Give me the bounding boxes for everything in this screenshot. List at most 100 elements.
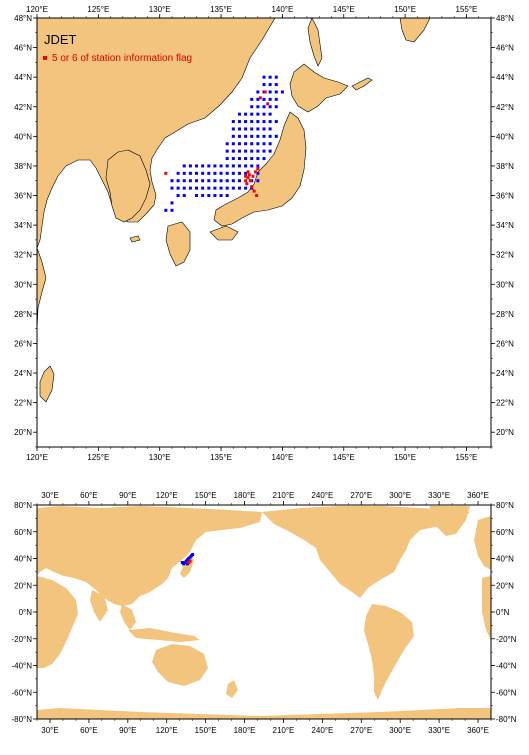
lon-tick-label: 330°E (428, 491, 450, 500)
lon-tick-label: 210°E (273, 726, 295, 735)
station-marker-blue (195, 171, 199, 175)
station-marker-red (258, 96, 262, 100)
lon-tick-label: 60°E (80, 491, 97, 500)
lon-tick-label: 130°E (149, 453, 171, 462)
lon-tick-label: 360°E (467, 491, 489, 500)
hokkaido (289, 63, 349, 113)
lat-tick-label: 46°N (14, 44, 32, 53)
new-zealand (226, 680, 238, 698)
station-marker-blue (207, 179, 211, 183)
station-marker-blue (201, 171, 205, 175)
indonesia (128, 628, 200, 642)
station-marker-blue (244, 120, 248, 124)
station-marker-blue (274, 90, 278, 94)
station-marker-blue (195, 186, 199, 190)
lat-tick-label: 24°N (496, 369, 514, 378)
station-marker-blue (256, 112, 260, 116)
india (90, 590, 108, 622)
station-marker-blue (182, 194, 186, 198)
station-marker-blue (268, 105, 272, 109)
station-marker-red (244, 179, 248, 183)
lat-tick-label: 30°N (14, 280, 32, 289)
lat-tick-label: 44°N (496, 73, 514, 82)
top-map: JDET 5 or 6 of station information flag … (14, 5, 514, 462)
station-marker-red (251, 174, 255, 178)
lat-tick-label: 60°N (496, 528, 514, 537)
station-marker-blue (219, 164, 223, 168)
station-marker-blue (213, 179, 217, 183)
station-marker-red (247, 173, 251, 177)
legend-marker (43, 56, 47, 60)
station-marker-blue (237, 112, 241, 116)
antarctica (37, 708, 491, 719)
station-marker-blue (250, 142, 254, 146)
station-marker-blue (250, 120, 254, 124)
station-marker-red (245, 182, 249, 186)
station-marker-blue (262, 97, 266, 101)
lon-tick-label: 150°E (394, 453, 416, 462)
top-map-frame (36, 17, 492, 448)
station-marker-blue (225, 149, 229, 153)
lat-tick-label: 24°N (14, 369, 32, 378)
lat-tick-label: 20°N (496, 581, 514, 590)
station-marker-blue (256, 179, 260, 183)
station-marker-blue (250, 134, 254, 138)
station-marker-blue (195, 194, 199, 198)
station-marker-blue (176, 179, 180, 183)
station-marker-blue (231, 157, 235, 161)
station-marker-blue (262, 75, 266, 79)
station-marker-blue (262, 105, 266, 109)
station-marker-blue (225, 186, 229, 190)
station-marker-blue (225, 194, 229, 198)
lat-tick-label: 20°N (496, 428, 514, 437)
station-marker-blue (244, 171, 248, 175)
station-marker-red (266, 102, 270, 106)
lat-tick-label: 60°N (14, 528, 32, 537)
greenland (428, 506, 470, 536)
station-marker-blue (231, 134, 235, 138)
lat-tick-label: 34°N (496, 221, 514, 230)
australia (152, 644, 208, 686)
station-marker-blue (256, 90, 260, 94)
legend-label: 5 or 6 of station information flag (52, 53, 192, 64)
lat-tick-label: 36°N (14, 192, 32, 201)
station-marker-blue (188, 171, 192, 175)
bottom-station-markers-red (187, 559, 192, 565)
station-marker-blue (213, 164, 217, 168)
station-marker-blue (250, 105, 254, 109)
station-marker-blue (256, 105, 260, 109)
lat-tick-label: 28°N (496, 310, 514, 319)
station-marker-blue (237, 186, 241, 190)
lat-tick-label: 42°N (14, 103, 32, 112)
lon-tick-label: 145°E (333, 5, 355, 14)
north-america (262, 506, 470, 598)
station-marker-blue (256, 97, 260, 101)
lon-tick-label: 120°E (156, 726, 178, 735)
lat-tick-label: 42°N (496, 103, 514, 112)
station-marker-blue (244, 112, 248, 116)
station-marker-blue (244, 149, 248, 153)
station-marker-blue (274, 97, 278, 101)
station-marker-blue (268, 112, 272, 116)
station-marker-blue (180, 561, 184, 565)
station-marker-blue (237, 142, 241, 146)
station-marker-blue (182, 186, 186, 190)
station-marker-blue (237, 171, 241, 175)
station-marker-blue (201, 164, 205, 168)
lon-tick-label: 210°E (273, 491, 295, 500)
station-marker-blue (268, 142, 272, 146)
lon-tick-label: 90°E (119, 491, 136, 500)
station-marker-blue (207, 164, 211, 168)
lat-tick-label: 40°N (496, 132, 514, 141)
shikoku (209, 225, 239, 241)
lon-tick-label: 145°E (333, 453, 355, 462)
station-marker-red (255, 194, 259, 198)
map-title: JDET (44, 32, 77, 47)
station-marker-blue (170, 179, 174, 183)
lon-tick-label: 135°E (210, 5, 232, 14)
station-marker-blue (268, 127, 272, 131)
station-marker-blue (231, 127, 235, 131)
lon-tick-label: 150°E (195, 726, 217, 735)
station-marker-blue (191, 552, 195, 556)
